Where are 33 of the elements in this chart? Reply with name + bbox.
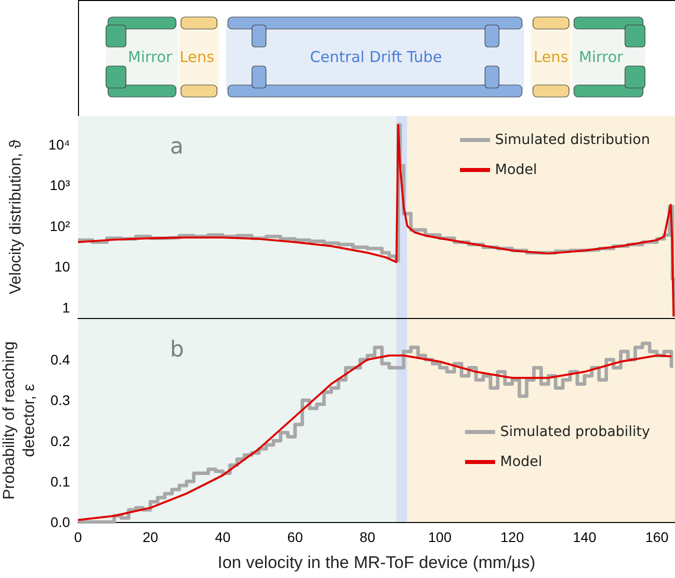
text: Central Drift Tube (310, 48, 442, 66)
legend-label: Simulated distribution (495, 132, 650, 148)
y-axis-title: Velocity distribution, ϑ (8, 139, 24, 294)
y-tick-label: 0.3 (50, 392, 70, 408)
text: Mirror (128, 48, 173, 66)
x-tick-label: 40 (214, 529, 231, 545)
x-axis-title: Ion velocity in the MR-ToF device (mm/µs) (218, 553, 536, 572)
text: Lens (180, 48, 214, 66)
y-axis-title: Probability of reaching detector, ε (1, 341, 38, 500)
y-tick-label: 0.2 (50, 432, 70, 449)
legend-label: Model (500, 454, 542, 470)
x-tick-label: 0 (74, 529, 82, 545)
text: Mirror (578, 48, 624, 66)
y-tick-label: 10³ (50, 177, 70, 194)
x-tick-label: 20 (142, 529, 158, 545)
x-tick-label: 140 (572, 529, 596, 545)
y-tick-label: 10⁴ (48, 136, 70, 152)
y-tick-label: 0.1 (50, 473, 70, 490)
annotation: b (170, 338, 184, 362)
legend-label: Model (495, 162, 538, 178)
x-tick-label: 100 (428, 529, 452, 545)
x-tick-label: 80 (360, 529, 376, 545)
text: Lens (534, 48, 568, 66)
x-tick-label: 160 (645, 529, 669, 545)
annotation: a (170, 134, 184, 160)
y-tick-label: 10 (54, 258, 70, 275)
x-tick-label: 60 (287, 529, 304, 545)
y-tick-label: 0.4 (50, 352, 70, 368)
y-tick-label: 10² (50, 218, 70, 234)
y-tick-label: 0.0 (50, 514, 70, 530)
legend-label: Simulated probability (500, 424, 650, 440)
y-tick-label: 1 (62, 299, 70, 316)
x-tick-label: 120 (500, 529, 524, 545)
